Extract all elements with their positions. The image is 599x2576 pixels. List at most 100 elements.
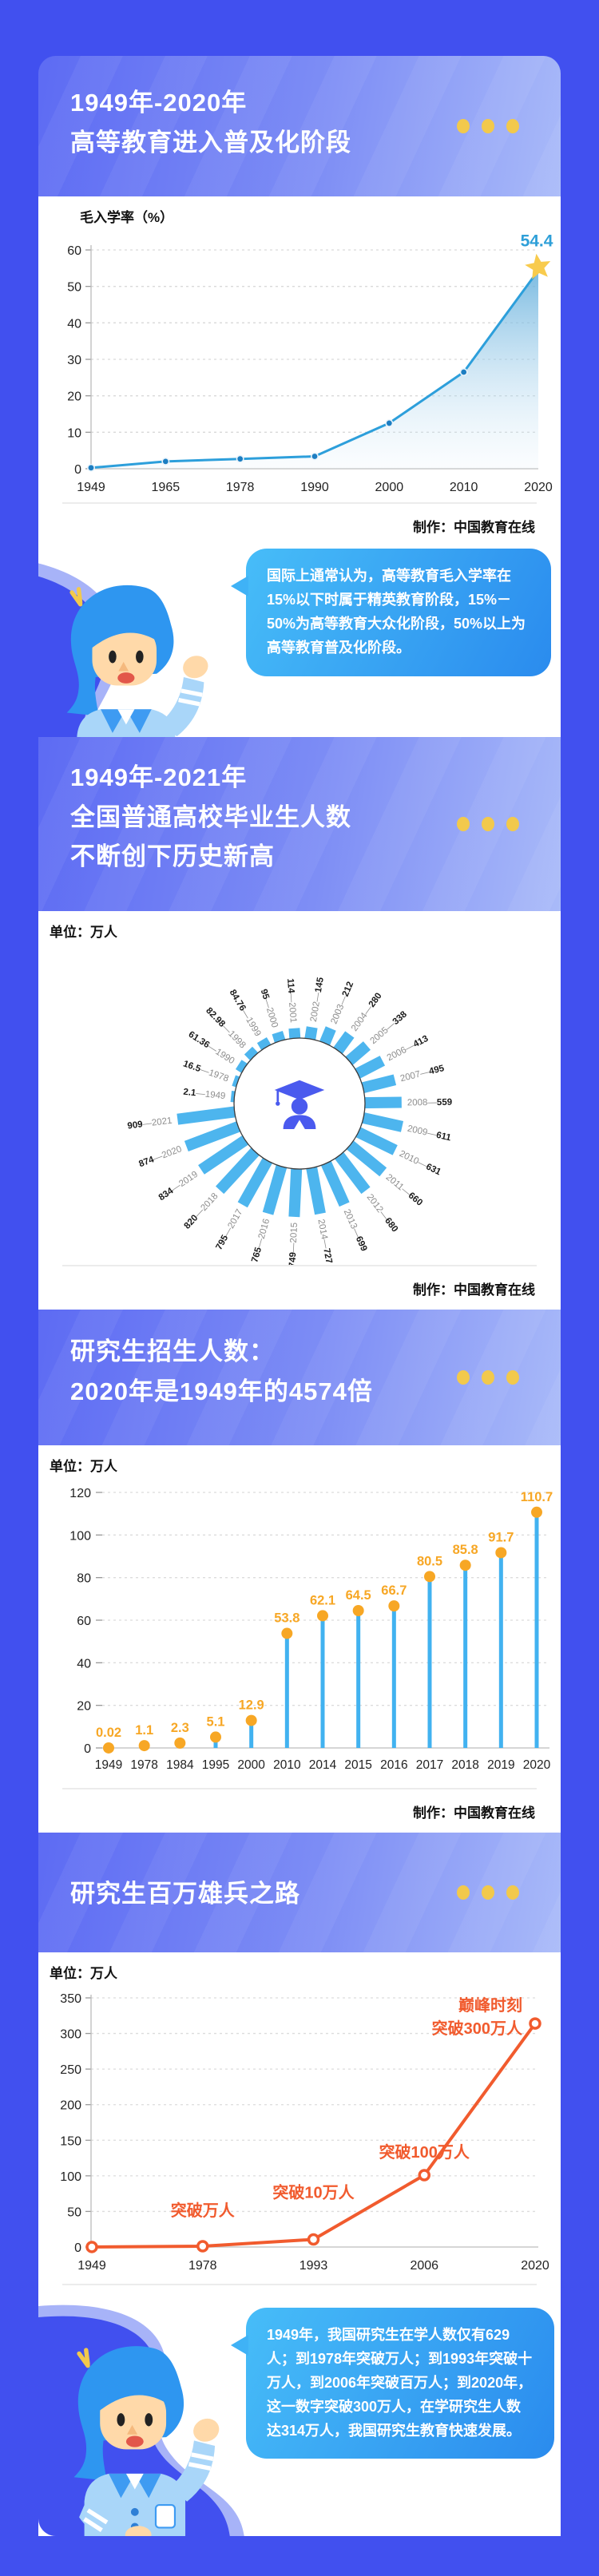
decor-dots [457,817,519,831]
svg-text:1949: 1949 [77,481,105,494]
svg-text:40: 40 [67,317,81,331]
chart2-wrap: 114—2001 2002—145 2003—212 2004—280 2005—338… [38,942,561,1265]
svg-text:110.7: 110.7 [521,1490,553,1504]
svg-text:2015: 2015 [344,1758,371,1772]
svg-text:749—2015: 749—2015 [288,1223,300,1265]
svg-text:2006—413: 2006—413 [386,1034,430,1063]
section4-title-line1: 研究生百万雄兵之路 [70,1880,300,1908]
dot-icon [506,119,519,133]
svg-text:2014: 2014 [309,1758,337,1772]
chart1-axis-title: 毛入学率（%） [80,210,174,225]
svg-text:53.8: 53.8 [274,1611,300,1626]
enrollment-rate-area-chart: 0 10 20 30 40 50 60 1949 1965 1978 1990 2000 2010 202… [67,232,553,494]
speech-bubble-1-text: 国际上通常认为，高等教育毛入学率在15%以下时属于精英教育阶段，15%－50%为… [267,568,526,656]
content-card: 1949年-2020年 高等教育进入普及化阶段 毛入学率（%） 0 10 20 30 4… [38,56,561,2536]
svg-text:91.7: 91.7 [488,1530,514,1544]
svg-text:5.1: 5.1 [207,1714,225,1729]
svg-text:突破300万人: 突破300万人 [432,2019,523,2038]
svg-text:2020: 2020 [523,1758,551,1772]
decor-dots [457,119,519,133]
svg-text:40: 40 [77,1657,91,1670]
chart1-wrap: 0 10 20 30 40 50 60 1949 1965 1978 1990 2000 2010 202… [38,228,561,502]
svg-text:2.1—1949: 2.1—1949 [183,1088,226,1101]
divider [62,2284,537,2297]
svg-text:1978: 1978 [188,2259,217,2273]
svg-text:1.1: 1.1 [135,1723,153,1738]
svg-text:2002—145: 2002—145 [309,977,326,1023]
svg-text:突破10万人: 突破10万人 [272,2182,355,2201]
svg-text:2011—660: 2011—660 [384,1172,424,1207]
section4-body: 单位：万人 0 50 100 150 200 250 300 350 1949 1978 1993 2… [38,1952,561,2536]
svg-text:1990: 1990 [300,481,329,494]
top-spacer [0,0,599,56]
speech-bubble-2: 1949年，我国研究生在学人数仅有629人；到1978年突破万人；到1993年突… [231,2308,554,2459]
svg-text:114—2001: 114—2001 [285,978,298,1023]
svg-text:20: 20 [67,390,81,404]
svg-text:2000: 2000 [375,481,404,494]
dot-icon [457,119,470,133]
svg-text:0: 0 [74,2241,81,2255]
section1-body: 毛入学率（%） 0 10 20 30 40 50 60 1949 1965 1978 1990 200… [38,196,561,737]
svg-text:突破100万人: 突破100万人 [379,2142,470,2162]
mascot-speech-section1: 国际上通常认为，高等教育毛入学率在15%以下时属于精英教育阶段，15%－50%为… [38,547,561,737]
svg-text:2016: 2016 [380,1758,407,1772]
svg-text:2008—559: 2008—559 [407,1098,452,1108]
section2-title-line2: 全国普通高校毕业生人数 [70,803,351,831]
svg-text:2007—495: 2007—495 [399,1064,446,1084]
svg-text:2004—280: 2004—280 [350,991,384,1033]
section2-title-line3: 不断创下历史新高 [70,842,275,871]
dot-icon [457,1885,470,1900]
svg-text:2013—699: 2013—699 [342,1208,369,1253]
svg-text:2005—338: 2005—338 [368,1009,409,1046]
chart3-unit-label: 单位：万人 [50,1459,117,1474]
speech-bubble-2-text: 1949年，我国研究生在学人数仅有629人；到1978年突破万人；到1993年突… [267,2327,533,2439]
section2-body: 单位：万人 114—2001 2002—145 2003—212 2004—280 20… [38,911,561,1310]
section2-title-line1: 1949年-2021年 [70,763,248,791]
section3-header: 研究生招生人数： 2020年是1949年的4574倍 [38,1310,561,1445]
svg-text:1965: 1965 [152,481,180,494]
svg-text:95—2000: 95—2000 [259,988,280,1028]
svg-text:16.5—1978: 16.5—1978 [182,1059,230,1084]
svg-text:2009—611: 2009—611 [407,1124,453,1143]
svg-text:0: 0 [84,1742,91,1756]
svg-text:64.5: 64.5 [346,1588,371,1603]
postgrad-growth-line-chart: 0 50 100 150 200 250 300 350 1949 1978 1993 2006 202… [60,1992,549,2273]
svg-text:795—2017: 795—2017 [214,1207,244,1251]
section4-header: 研究生百万雄兵之路 [38,1833,561,1952]
svg-text:80.5: 80.5 [417,1554,442,1568]
dot-icon [482,1370,494,1385]
svg-text:2020: 2020 [521,2259,549,2273]
svg-text:1978: 1978 [226,481,255,494]
svg-text:2.3: 2.3 [171,1721,189,1735]
svg-text:80: 80 [77,1572,91,1586]
dot-icon [482,119,494,133]
svg-text:85.8: 85.8 [453,1543,478,1557]
svg-text:10: 10 [67,426,81,440]
chart3-wrap: 0 20 40 60 80 100 120 0.02 1949 1.1 1978 2.3 1984 5.1… [38,1476,561,1788]
svg-text:2010: 2010 [450,481,478,494]
svg-text:200: 200 [60,2099,81,2113]
svg-text:2020: 2020 [524,481,553,494]
section1-title-line2: 高等教育进入普及化阶段 [70,128,351,157]
svg-text:2012—680: 2012—680 [365,1192,400,1234]
section3-title-line2: 2020年是1949年的4574倍 [70,1377,373,1405]
svg-text:54.4: 54.4 [521,232,553,251]
section3-title-line1: 研究生招生人数： [70,1338,275,1365]
svg-text:60: 60 [67,244,81,258]
svg-text:2010—631: 2010—631 [398,1149,442,1178]
mascot-speech-section2: 1949年，我国研究生在学人数仅有629人；到1978年突破万人；到1993年突… [38,2297,561,2536]
svg-text:120: 120 [69,1487,91,1500]
svg-text:874—2020: 874—2020 [137,1144,183,1169]
svg-text:12.9: 12.9 [239,1698,264,1713]
dot-icon [506,817,519,831]
svg-text:2006: 2006 [410,2259,438,2273]
dot-icon [457,817,470,831]
svg-text:250: 250 [60,2063,81,2077]
svg-text:66.7: 66.7 [381,1583,407,1598]
decor-dots [457,1370,519,1385]
svg-text:350: 350 [60,1992,81,2006]
graduates-radial-bar-chart: 114—2001 2002—1452003—2122004—2802005—338… [127,977,453,1265]
svg-text:909—2021: 909—2021 [127,1116,173,1131]
section1-title-line1: 1949年-2020年 [70,89,248,117]
svg-text:765—2016: 765—2016 [250,1218,272,1263]
